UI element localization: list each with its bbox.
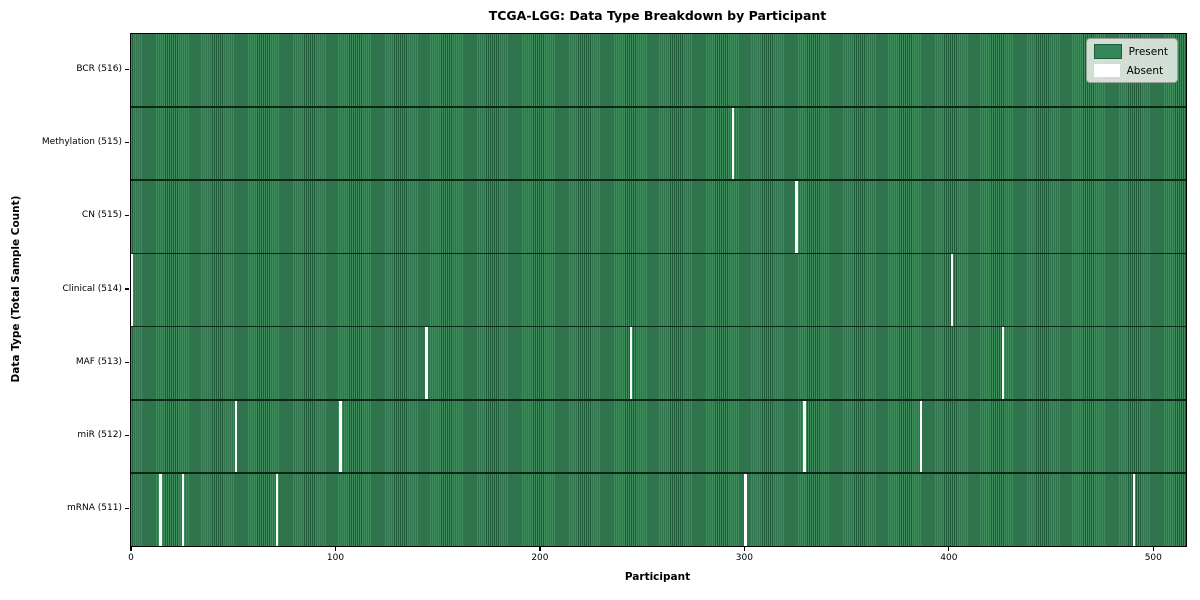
row-separator — [131, 252, 1186, 255]
x-axis-label: Participant — [624, 571, 691, 583]
row-separator — [131, 325, 1186, 328]
legend: Present Absent — [1085, 38, 1178, 83]
x-tick-label: 200 — [531, 553, 549, 563]
y-tick — [125, 507, 129, 510]
absent-gap-Clinical-0 — [130, 253, 134, 327]
absent-gap-Methylation-294 — [731, 107, 735, 181]
y-tick — [125, 288, 129, 290]
absent-gap-CN-325 — [795, 180, 798, 254]
x-tick-label: 100 — [326, 553, 345, 563]
absent-gap-miR-386 — [920, 399, 923, 473]
y-tick — [125, 68, 129, 71]
absent-gap-miR-102 — [339, 399, 342, 473]
absent-gap-MAF-426 — [1001, 326, 1005, 400]
absent-gap-MAF-244 — [629, 326, 633, 400]
y-tick-label-BCR: BCR (516) — [76, 64, 122, 75]
legend-swatch-absent-icon — [1093, 64, 1120, 77]
legend-item-present: Present — [1093, 44, 1168, 59]
y-tick-label-miR: miR (512) — [77, 429, 122, 440]
x-tick-label: 400 — [940, 553, 958, 563]
x-tick — [539, 546, 541, 551]
absent-gap-mRNA-25 — [181, 472, 185, 546]
y-tick — [125, 434, 129, 436]
absent-gap-mRNA-71 — [275, 472, 279, 546]
row-separator — [131, 106, 1186, 108]
row-separator — [131, 398, 1186, 401]
y-tick-label-Methylation: Methylation (515) — [41, 137, 122, 148]
x-tick-label: 0 — [128, 553, 134, 563]
plot-area: Present Absent — [130, 33, 1187, 547]
absent-gap-Clinical-401 — [950, 253, 954, 327]
row-separator — [131, 472, 1186, 474]
row-separator — [131, 179, 1186, 182]
y-tick — [125, 215, 129, 217]
legend-item-absent: Absent — [1093, 64, 1168, 77]
present-bars-texture — [131, 34, 1186, 546]
absent-gap-mRNA-300 — [744, 472, 747, 546]
y-tick-label-CN: CN (515) — [81, 210, 122, 221]
x-tick — [334, 546, 337, 551]
absent-gap-MAF-144 — [425, 326, 428, 400]
x-tick — [1152, 546, 1154, 551]
y-tick — [125, 142, 129, 144]
absent-gap-miR-329 — [803, 399, 806, 473]
y-tick-label-Clinical: Clinical (514) — [62, 283, 122, 294]
legend-label-present: Present — [1128, 45, 1168, 58]
x-tick — [948, 546, 950, 551]
y-tick — [125, 361, 129, 363]
x-tick — [130, 546, 132, 551]
x-tick-label: 500 — [1144, 553, 1162, 563]
absent-gap-mRNA-14 — [159, 472, 162, 546]
y-tick-label-MAF: MAF (513) — [75, 356, 122, 367]
chart-title: TCGA-LGG: Data Type Breakdown by Partici… — [488, 8, 827, 23]
x-tick — [743, 546, 745, 551]
absent-gap-miR-51 — [235, 399, 238, 473]
legend-label-absent: Absent — [1126, 64, 1164, 77]
absent-gap-mRNA-490 — [1132, 472, 1136, 546]
y-tick-label-mRNA: mRNA (511) — [67, 502, 122, 513]
x-tick-label: 300 — [735, 553, 753, 563]
legend-swatch-present-icon — [1093, 44, 1122, 59]
